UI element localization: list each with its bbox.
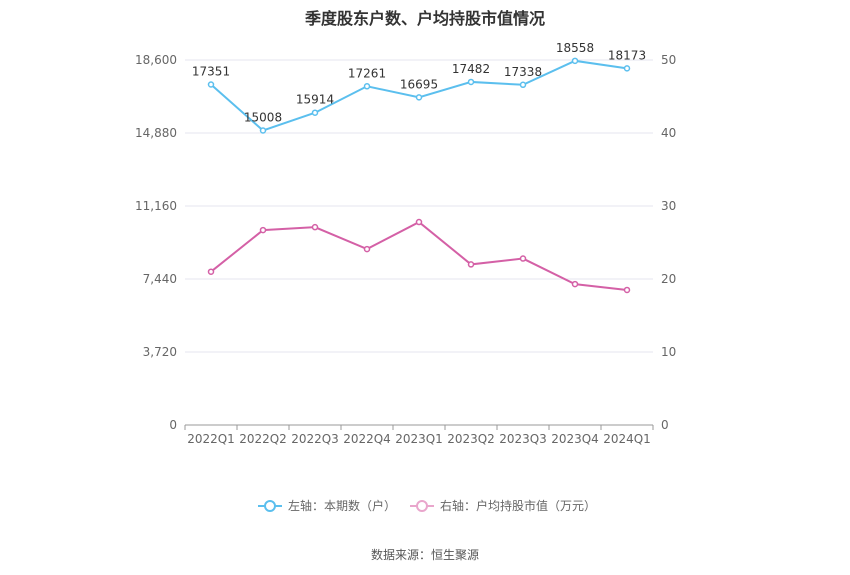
data-point-2 xyxy=(363,245,371,253)
left-axis-tick-label: 3,720 xyxy=(143,345,177,359)
data-point-2 xyxy=(311,223,319,231)
data-point-1 xyxy=(519,81,527,89)
data-label: 17338 xyxy=(504,65,542,79)
x-axis-tick-label: 2023Q1 xyxy=(395,432,443,446)
right-axis-tick-label: 40 xyxy=(661,126,676,140)
data-point-1 xyxy=(311,109,319,116)
x-axis-tick-label: 2022Q2 xyxy=(239,432,287,446)
data-point-1 xyxy=(623,65,631,72)
data-label: 17261 xyxy=(348,66,386,80)
right-axis-tick-label: 20 xyxy=(661,272,676,286)
right-axis-tick-label: 50 xyxy=(661,53,676,67)
data-point-1 xyxy=(207,81,215,88)
data-point-1 xyxy=(571,57,579,65)
right-axis-tick-label: 10 xyxy=(661,345,676,359)
data-label: 17351 xyxy=(192,65,230,79)
data-point-2 xyxy=(415,218,423,226)
data-point-1 xyxy=(363,83,371,90)
data-point-2 xyxy=(467,261,475,268)
legend-label-1: 左轴：本期数（户） xyxy=(288,498,396,513)
data-label: 18173 xyxy=(608,48,646,62)
chart-title: 季度股东户数、户均持股市值情况 xyxy=(304,9,545,28)
left-axis-tick-label: 14,880 xyxy=(135,126,177,140)
data-label: 15914 xyxy=(296,93,334,107)
data-label: 18558 xyxy=(556,41,594,55)
data-point-2 xyxy=(207,268,215,275)
left-axis-tick-label: 0 xyxy=(169,418,177,432)
left-axis-tick-label: 18,600 xyxy=(135,53,177,67)
x-axis-tick-label: 2024Q1 xyxy=(603,432,651,446)
series-line-2 xyxy=(210,220,628,291)
x-axis-tick-label: 2022Q3 xyxy=(291,432,339,446)
data-point-1 xyxy=(467,78,475,86)
x-axis-tick-label: 2023Q2 xyxy=(447,432,495,446)
left-axis-tick-label: 7,440 xyxy=(143,272,177,286)
x-axis-tick-label: 2023Q4 xyxy=(551,432,599,446)
data-label: 16695 xyxy=(400,77,438,91)
data-point-1 xyxy=(259,127,267,134)
data-point-2 xyxy=(623,286,631,294)
x-axis-tick-label: 2022Q4 xyxy=(343,432,391,446)
data-label: 15008 xyxy=(244,110,282,124)
data-label: 17482 xyxy=(452,62,490,76)
data-point-2 xyxy=(259,226,267,234)
legend-marker-1 xyxy=(264,500,276,512)
legend-label-2: 右轴：户均持股市值（万元） xyxy=(440,498,596,513)
data-source: 数据来源：恒生聚源 xyxy=(370,548,479,562)
right-axis-tick-label: 0 xyxy=(661,418,669,432)
data-point-1 xyxy=(415,94,423,101)
data-point-2 xyxy=(571,280,579,288)
legend-marker-2 xyxy=(416,500,428,512)
right-axis-tick-label: 30 xyxy=(661,199,676,213)
x-axis-tick-label: 2022Q1 xyxy=(187,432,235,446)
left-axis-tick-label: 11,160 xyxy=(135,199,177,213)
x-axis-tick-label: 2023Q3 xyxy=(499,432,547,446)
data-point-2 xyxy=(519,255,527,262)
